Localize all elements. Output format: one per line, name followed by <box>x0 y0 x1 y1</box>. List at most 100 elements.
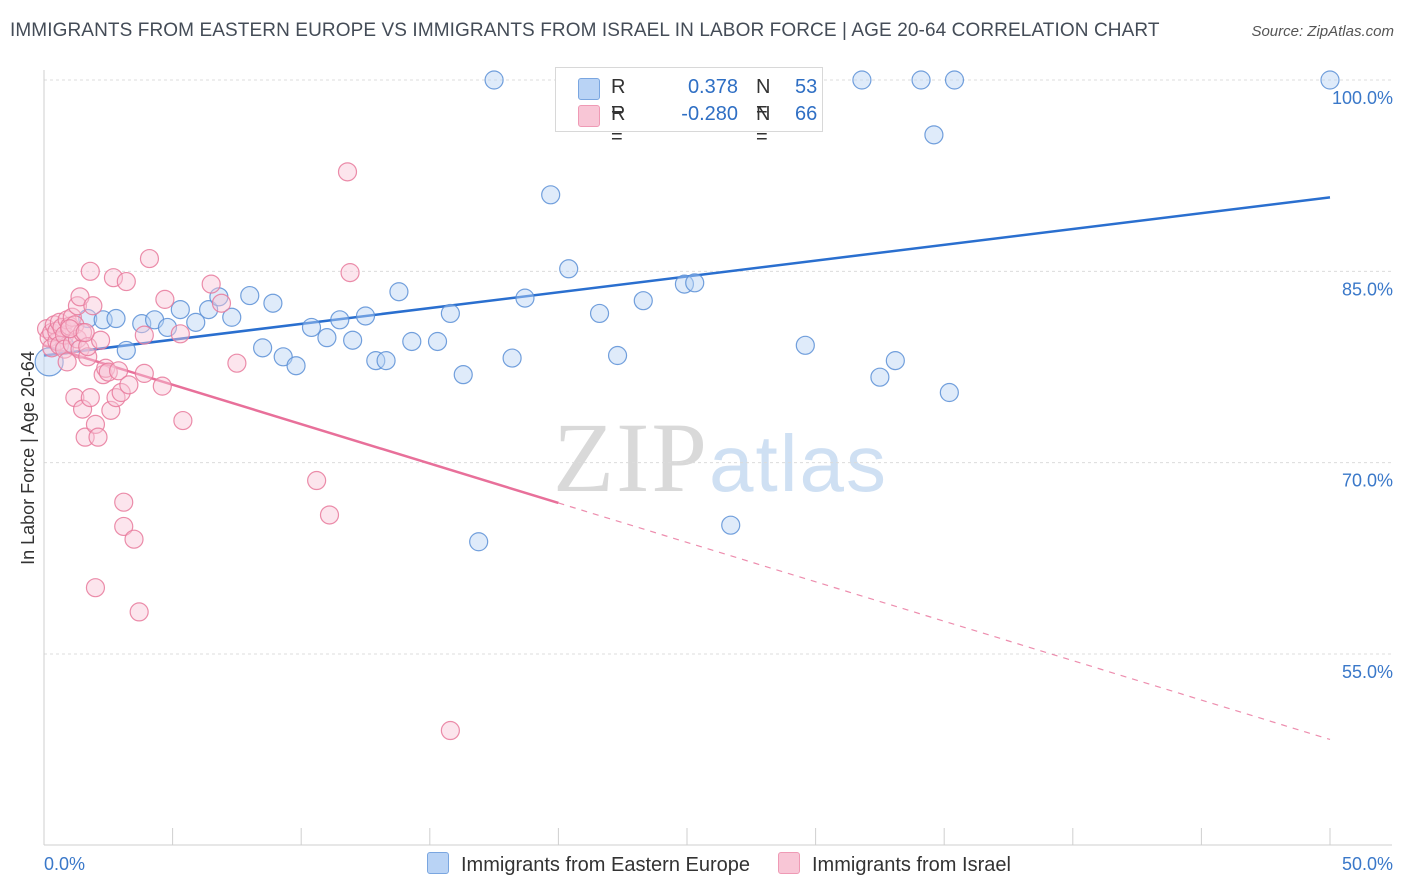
eastern-europe-point <box>685 273 705 293</box>
israel-point <box>440 720 460 741</box>
eastern-europe-point <box>607 345 628 366</box>
trend-lines <box>43 196 1331 741</box>
series-label-eastern-europe: Immigrants from Eastern Europe <box>461 854 750 876</box>
source-label: Source: ZipAtlas.com <box>1251 23 1394 40</box>
israel-point <box>116 271 136 292</box>
watermark-atlas: atlas <box>709 419 888 508</box>
series-legend-israel: Immigrants from Israel <box>778 852 1011 877</box>
eastern-europe-point <box>911 70 931 90</box>
israel-point <box>72 399 93 419</box>
eastern-europe-point <box>515 288 535 308</box>
x-tick-label-max: 50.0% <box>1342 854 1393 874</box>
trend-line-dashed <box>558 502 1331 741</box>
israel-point <box>108 361 129 381</box>
data-points <box>34 70 1340 741</box>
watermark-zip: ZIP <box>553 402 709 513</box>
eastern-europe-point <box>402 331 422 352</box>
eastern-europe-point <box>132 314 152 334</box>
y-tick-label: 55.0% <box>1342 662 1393 682</box>
israel-point <box>319 505 340 525</box>
eastern-europe-point <box>106 308 126 329</box>
eastern-europe-point <box>944 70 965 90</box>
eastern-europe-point <box>355 306 376 326</box>
eastern-europe-point <box>34 347 64 377</box>
eastern-europe-point <box>453 365 473 385</box>
eastern-europe-point <box>559 259 579 279</box>
israel-point <box>78 347 98 367</box>
israel-point <box>211 293 232 313</box>
eastern-europe-point <box>427 331 448 352</box>
gridlines <box>44 79 1392 655</box>
israel-point <box>60 319 80 339</box>
eastern-europe-point <box>469 532 489 552</box>
series-legend-eastern-europe: Immigrants from Eastern Europe <box>427 852 750 877</box>
y-tick-label: 85.0% <box>1342 279 1393 299</box>
israel-point <box>129 602 149 622</box>
eastern-europe-point <box>795 335 815 355</box>
israel-point <box>85 578 106 598</box>
israel-point <box>65 315 85 335</box>
israel-point <box>134 363 154 383</box>
eastern-europe-point <box>222 307 242 327</box>
israel-point <box>134 325 154 345</box>
eastern-europe-point <box>633 291 653 311</box>
israel-point <box>337 162 358 182</box>
eastern-europe-point <box>389 282 409 302</box>
legend-n-label: N = <box>756 103 771 148</box>
eastern-europe-point <box>330 310 350 330</box>
legend-r-label: R = <box>611 76 626 121</box>
israel-point <box>307 470 327 491</box>
eastern-europe-point <box>852 70 872 90</box>
eastern-europe-point <box>286 356 306 376</box>
israel-point <box>80 261 100 281</box>
eastern-europe-point <box>939 382 959 403</box>
israel-point <box>340 263 360 283</box>
series-swatch-pink <box>778 852 800 874</box>
israel-point <box>65 388 85 408</box>
israel-point <box>201 274 221 294</box>
x-tick-label-min: 0.0% <box>44 854 85 874</box>
israel-point <box>75 322 95 343</box>
israel-point <box>101 400 121 420</box>
series-swatch-blue <box>427 852 449 874</box>
eastern-europe-point <box>674 274 695 294</box>
israel-point <box>114 516 134 537</box>
legend-r-value: 0.378 <box>687 76 738 98</box>
legend-n-value: 53 <box>795 76 818 98</box>
israel-point <box>90 330 111 350</box>
israel-point <box>114 492 134 512</box>
eastern-europe-point <box>502 348 522 368</box>
israel-point <box>173 410 193 431</box>
eastern-europe-point <box>317 328 337 348</box>
eastern-europe-point <box>263 293 283 313</box>
series-label-israel: Immigrants from Israel <box>812 854 1011 876</box>
legend-swatch-blue <box>578 78 600 100</box>
israel-point <box>88 427 108 447</box>
eastern-europe-point <box>484 70 504 90</box>
eastern-europe-point <box>589 303 610 324</box>
israel-point <box>98 362 118 382</box>
israel-point <box>170 324 190 344</box>
israel-point <box>49 312 70 332</box>
israel-point <box>80 388 100 408</box>
axes <box>43 70 1392 846</box>
correlation-legend: R = 0.378 N = 53 R = -0.280 N = 66 <box>555 67 823 148</box>
eastern-europe-point <box>186 312 206 332</box>
eastern-europe-point <box>376 351 396 371</box>
watermark: ZIPatlas <box>553 400 888 515</box>
y-axis-label: In Labor Force | Age 20-64 <box>18 351 38 565</box>
eastern-europe-point <box>885 351 905 371</box>
eastern-europe-point <box>440 303 460 324</box>
legend-r-value: -0.280 <box>681 103 738 125</box>
eastern-europe-point <box>924 125 944 145</box>
legend-swatch-pink <box>578 105 600 127</box>
eastern-europe-point <box>541 185 561 205</box>
eastern-europe-point <box>301 317 322 338</box>
trend-line-solid <box>43 344 559 505</box>
israel-point <box>106 388 126 408</box>
israel-point <box>124 529 144 549</box>
eastern-europe-point <box>170 300 190 320</box>
israel-point <box>83 296 103 316</box>
israel-point <box>139 248 160 269</box>
